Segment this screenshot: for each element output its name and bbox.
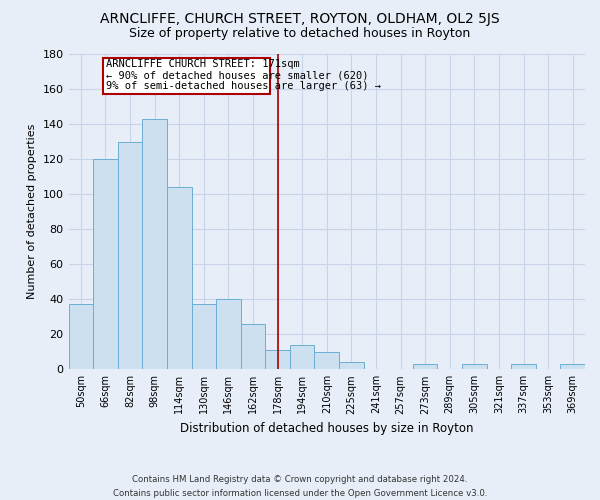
Text: ← 90% of detached houses are smaller (620): ← 90% of detached houses are smaller (62… xyxy=(106,70,368,80)
Bar xyxy=(118,142,142,370)
Bar xyxy=(339,362,364,370)
Bar xyxy=(103,58,270,94)
Bar xyxy=(265,350,290,370)
Text: 9% of semi-detached houses are larger (63) →: 9% of semi-detached houses are larger (6… xyxy=(106,81,381,91)
Bar xyxy=(68,304,93,370)
Bar xyxy=(560,364,585,370)
Bar xyxy=(462,364,487,370)
Bar xyxy=(290,345,314,370)
Bar xyxy=(314,352,339,370)
Text: ARNCLIFFE CHURCH STREET: 171sqm: ARNCLIFFE CHURCH STREET: 171sqm xyxy=(106,59,299,69)
Bar xyxy=(167,187,191,370)
X-axis label: Distribution of detached houses by size in Royton: Distribution of detached houses by size … xyxy=(180,422,473,435)
Bar xyxy=(511,364,536,370)
Bar xyxy=(142,119,167,370)
Text: Size of property relative to detached houses in Royton: Size of property relative to detached ho… xyxy=(130,28,470,40)
Bar xyxy=(241,324,265,370)
Bar xyxy=(413,364,437,370)
Y-axis label: Number of detached properties: Number of detached properties xyxy=(27,124,37,300)
Bar xyxy=(191,304,216,370)
Text: ARNCLIFFE, CHURCH STREET, ROYTON, OLDHAM, OL2 5JS: ARNCLIFFE, CHURCH STREET, ROYTON, OLDHAM… xyxy=(100,12,500,26)
Bar xyxy=(93,159,118,370)
Text: Contains HM Land Registry data © Crown copyright and database right 2024.
Contai: Contains HM Land Registry data © Crown c… xyxy=(113,476,487,498)
Bar xyxy=(216,299,241,370)
